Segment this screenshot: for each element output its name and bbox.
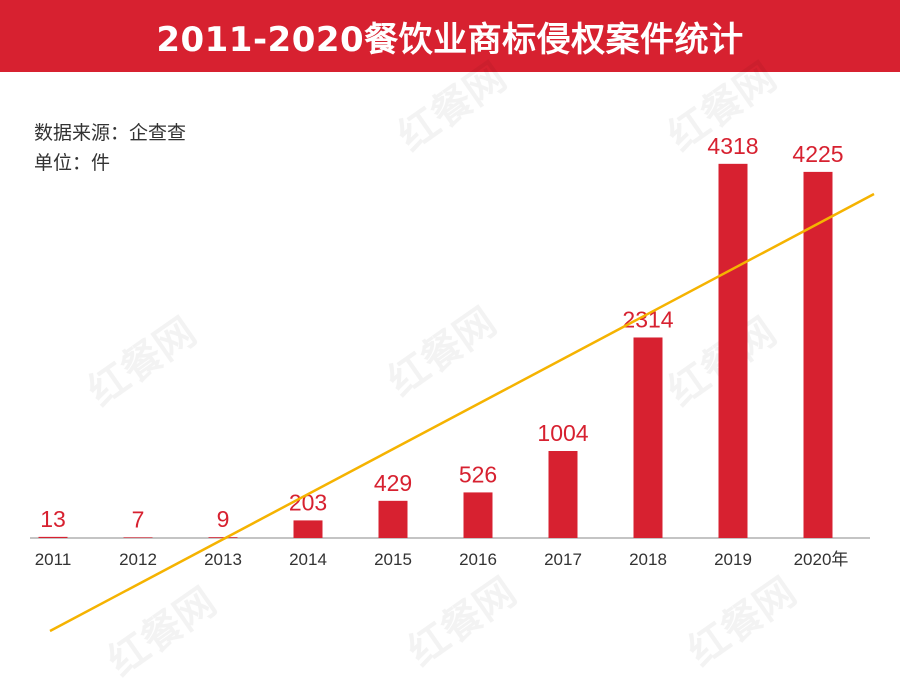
data-label: 4318 (707, 133, 758, 159)
x-tick-label: 2011 (35, 550, 72, 569)
title-banner: 2011-2020餐饮业商标侵权案件统计 (0, 0, 900, 72)
bar (548, 450, 578, 538)
data-label: 7 (132, 506, 145, 532)
data-label: 526 (459, 461, 497, 487)
bar (123, 537, 153, 538)
bar (463, 492, 493, 538)
data-source-label: 数据来源：企查查 (34, 122, 187, 144)
data-label: 429 (374, 470, 412, 496)
bar (208, 537, 238, 538)
x-tick-label: 2012 (119, 550, 157, 569)
x-tick-label: 2018 (629, 550, 667, 569)
trend-line (49, 192, 875, 633)
bar (38, 536, 68, 538)
chart-title: 2011-2020餐饮业商标侵权案件统计 (156, 19, 744, 60)
data-label: 13 (40, 506, 66, 532)
data-label: 4225 (792, 141, 843, 167)
x-tick-label: 2015 (374, 550, 412, 569)
x-tick-label: 2020年 (794, 550, 849, 569)
bar (803, 171, 833, 538)
chart-meta: 数据来源：企查查 单位：件 (34, 118, 186, 178)
x-tick-label: 2017 (544, 550, 582, 569)
unit-label: 单位：件 (34, 152, 111, 174)
x-tick-label: 2013 (204, 550, 242, 569)
bar (633, 337, 663, 538)
x-tick-label: 2016 (459, 550, 497, 569)
data-label: 1004 (537, 420, 588, 446)
bar (293, 520, 323, 538)
bar (378, 500, 408, 538)
bar-chart: 1320117201292013203201442920155262016100… (30, 133, 875, 633)
bar (718, 163, 748, 538)
data-label: 9 (217, 506, 230, 532)
x-tick-label: 2014 (289, 550, 327, 569)
x-tick-label: 2019 (714, 550, 752, 569)
data-label: 2314 (622, 306, 673, 332)
